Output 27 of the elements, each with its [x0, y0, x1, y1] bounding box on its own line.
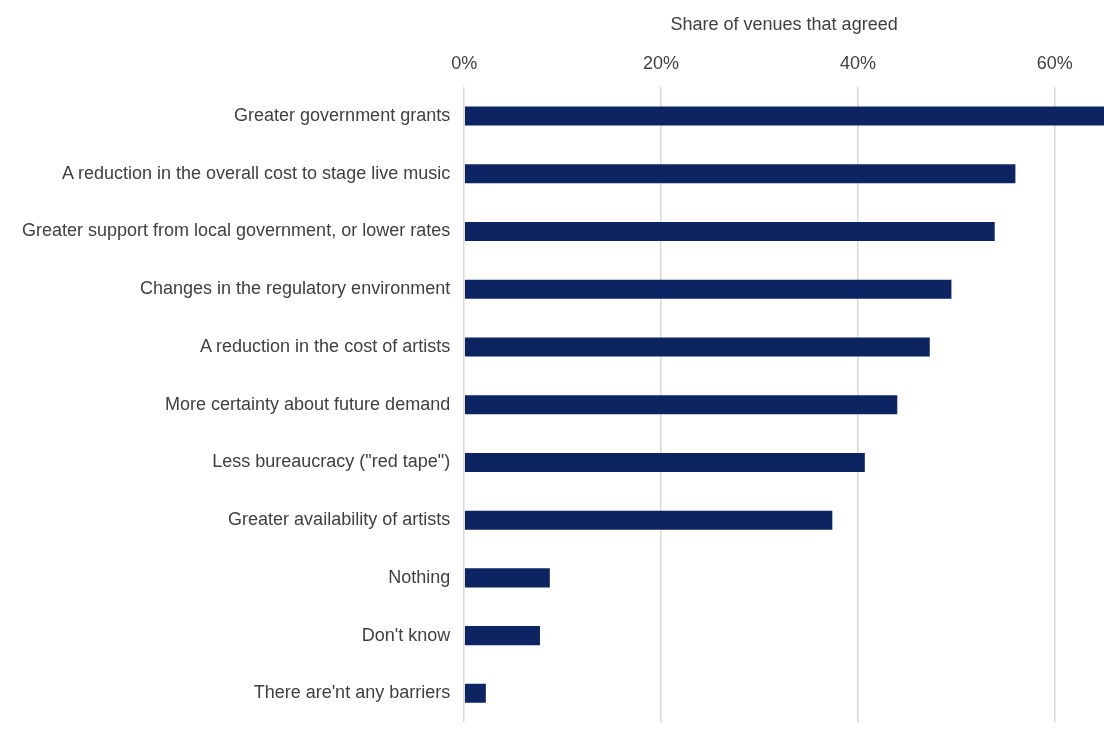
- x-tick-label: 0%: [451, 53, 478, 74]
- x-tick-label: 60%: [1036, 53, 1073, 74]
- bar: [464, 337, 930, 357]
- bar: [464, 279, 952, 299]
- bar: [464, 106, 1104, 126]
- bar: [464, 626, 540, 646]
- y-tick-label: Nothing: [388, 566, 451, 587]
- y-tick-label: There are'nt any barriers: [253, 682, 451, 703]
- y-tick-label: Greater availability of artists: [228, 509, 451, 530]
- x-tick-label: 40%: [839, 53, 876, 74]
- bar: [464, 452, 865, 472]
- y-tick-label: Changes in the regulatory environment: [139, 278, 451, 299]
- bar: [464, 510, 833, 530]
- y-tick-label: A reduction in the cost of artists: [200, 335, 451, 356]
- y-tick-label: A reduction in the overall cost to stage live music: [61, 162, 451, 183]
- y-tick-label: Don't know: [361, 624, 452, 645]
- x-tick-label: 20%: [643, 53, 680, 74]
- y-tick-label: Greater support from local government, or lower rates: [21, 220, 451, 241]
- x-axis-title: Share of venues that agreed: [670, 13, 898, 34]
- y-tick-label: Greater government grants: [234, 105, 451, 126]
- bar: [464, 221, 995, 242]
- y-tick-label: More certainty about future demand: [165, 393, 451, 414]
- bar: [464, 395, 898, 415]
- bar: [464, 164, 1016, 184]
- bar: [464, 568, 550, 588]
- bar: [464, 683, 486, 703]
- y-tick-label: Less bureaucracy ("red tape"): [212, 451, 451, 472]
